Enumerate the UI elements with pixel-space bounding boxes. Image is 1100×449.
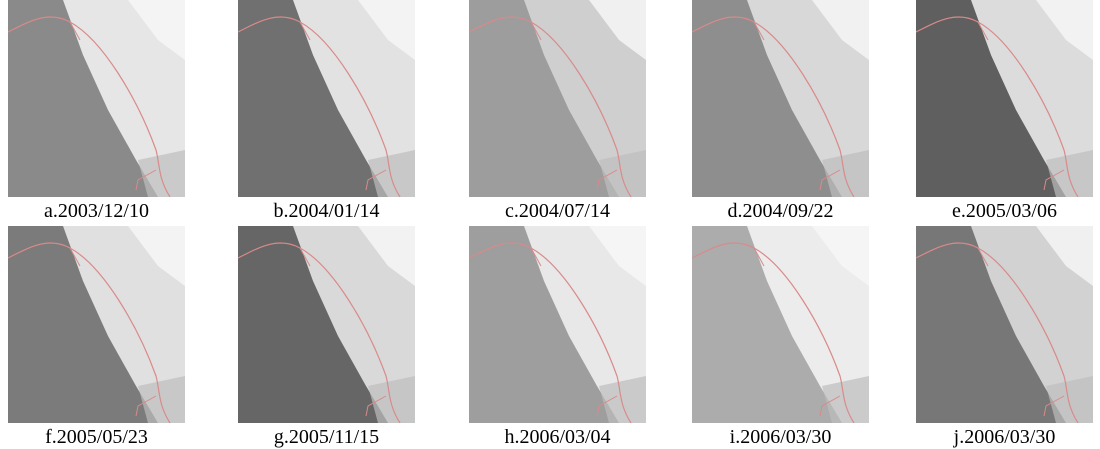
caption: h.2006/03/04	[449, 425, 666, 449]
panel: e.2005/03/06	[916, 0, 1093, 197]
caption: a.2003/12/10	[0, 199, 205, 223]
satellite-image	[916, 0, 1093, 197]
caption: i.2006/03/30	[672, 425, 889, 449]
caption: g.2005/11/15	[218, 425, 435, 449]
panel: h.2006/03/04	[469, 226, 646, 423]
satellite-image	[8, 0, 185, 197]
satellite-image	[238, 226, 415, 423]
caption: e.2005/03/06	[896, 199, 1100, 223]
satellite-image	[8, 226, 185, 423]
panel: j.2006/03/30	[916, 226, 1093, 423]
figure: a.2003/12/10b.2004/01/14c.2004/07/14d.20…	[0, 0, 1100, 448]
satellite-image	[916, 226, 1093, 423]
satellite-image	[692, 0, 869, 197]
panel: i.2006/03/30	[692, 226, 869, 423]
caption: f.2005/05/23	[0, 425, 205, 449]
panel: d.2004/09/22	[692, 0, 869, 197]
panel: g.2005/11/15	[238, 226, 415, 423]
panel: f.2005/05/23	[8, 226, 185, 423]
satellite-image	[469, 0, 646, 197]
caption: c.2004/07/14	[449, 199, 666, 223]
panel: b.2004/01/14	[238, 0, 415, 197]
panel: a.2003/12/10	[8, 0, 185, 197]
satellite-image	[469, 226, 646, 423]
caption: b.2004/01/14	[218, 199, 435, 223]
satellite-image	[692, 226, 869, 423]
satellite-image	[238, 0, 415, 197]
panel: c.2004/07/14	[469, 0, 646, 197]
caption: d.2004/09/22	[672, 199, 889, 223]
caption: j.2006/03/30	[896, 425, 1100, 449]
